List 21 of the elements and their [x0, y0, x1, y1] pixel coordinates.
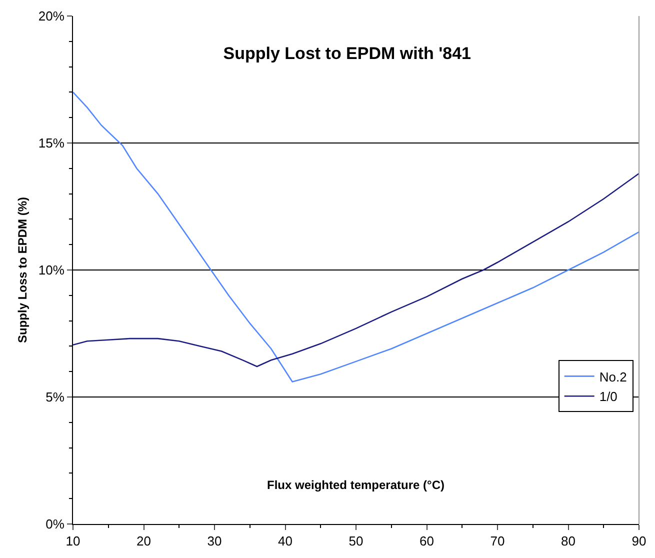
y-tick-label: 15%: [38, 136, 65, 151]
y-tick-label: 5%: [46, 390, 65, 405]
y-tick-label: 20%: [38, 8, 65, 24]
line-series: [73, 172, 639, 368]
x-tick-label: 30: [207, 534, 222, 549]
x-tick-label: 40: [278, 534, 292, 549]
y-tick-label: 0%: [46, 516, 65, 532]
y-axis-title: Supply Loss to EPDM (%): [16, 196, 30, 344]
x-tick-label: 80: [561, 534, 576, 549]
x-tick-label: 10: [66, 534, 80, 549]
x-axis-title: Flux weighted temperature (°C): [267, 478, 444, 492]
x-tick-label: 90: [632, 534, 646, 549]
x-tick-label: 20: [136, 534, 151, 549]
x-tick-label: 70: [490, 534, 505, 549]
x-tick-label: 50: [348, 534, 364, 549]
text: Supply Lost to EPDM with '841: [223, 44, 472, 63]
legend-label: No.2: [599, 369, 627, 384]
x-tick-label: 60: [420, 534, 434, 549]
line-series: [73, 92, 639, 382]
legend-label: 1/0: [599, 389, 618, 404]
y-tick-label: 10%: [38, 262, 65, 278]
